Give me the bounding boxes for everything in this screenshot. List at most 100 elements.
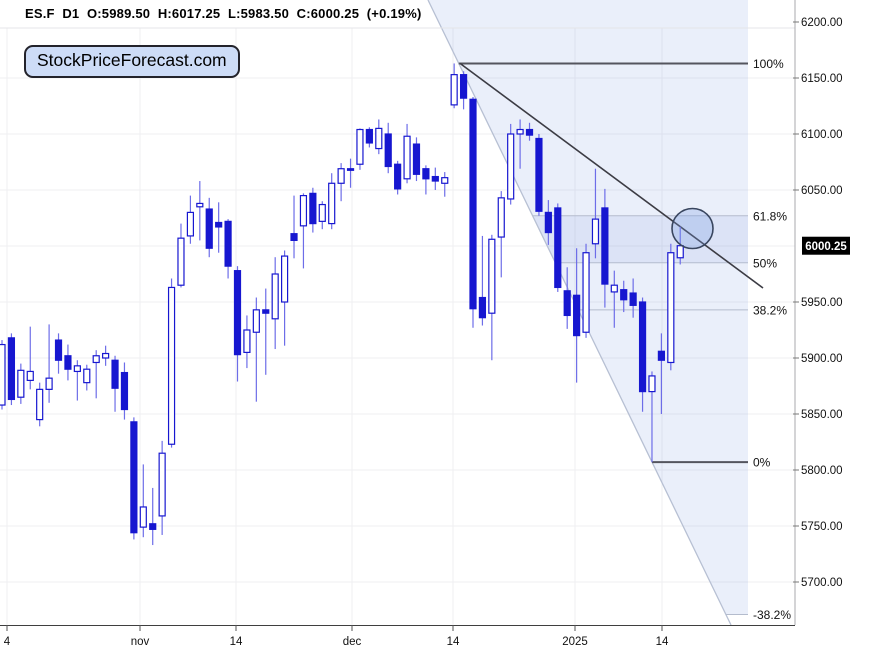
candlestick <box>554 203 562 292</box>
x-axis-label: 14 <box>230 636 243 648</box>
candlestick <box>431 167 439 190</box>
candlestick <box>535 134 543 216</box>
candlestick <box>271 257 279 350</box>
candle-body <box>196 202 204 208</box>
y-axis-label: 5700.00 <box>801 577 843 589</box>
candle-body <box>469 98 477 310</box>
fib-level-label: 61.8% <box>753 209 787 223</box>
candle-body <box>422 168 430 180</box>
candle-body <box>102 352 110 359</box>
candle-body <box>554 207 562 289</box>
candle-body <box>271 273 279 320</box>
x-axis-label: 14 <box>447 636 460 648</box>
candle-body <box>130 421 138 534</box>
candle-body <box>149 523 157 530</box>
candle-body <box>497 197 505 238</box>
candle-body <box>328 182 336 225</box>
candlestick <box>346 158 355 188</box>
y-axis-label: 5950.00 <box>801 297 843 309</box>
candlestick <box>412 137 421 182</box>
candlestick <box>281 250 289 346</box>
candle-body <box>431 175 439 182</box>
candlestick <box>563 267 571 329</box>
candlestick <box>92 350 100 399</box>
candlestick <box>102 345 110 366</box>
candle-body <box>610 284 618 293</box>
candlestick <box>620 280 628 313</box>
x-axis-label: dec <box>343 636 362 648</box>
price-badge-value: 6000.25 <box>805 241 847 253</box>
candle-body <box>516 128 524 135</box>
candlestick <box>337 163 345 202</box>
watermark-badge: StockPriceForecast.com <box>24 45 240 78</box>
candlestick <box>544 200 552 245</box>
candlestick <box>441 172 449 197</box>
candlestick <box>167 278 176 448</box>
candle-body <box>601 207 609 285</box>
candle-body <box>281 255 289 303</box>
candle-body <box>158 452 166 517</box>
candle-body <box>215 221 223 228</box>
price-badge-bg <box>802 236 850 255</box>
x-axis[interactable]: 4 nov 14 dec 14 2025 14 <box>4 625 669 648</box>
candlestick <box>215 202 223 253</box>
candle-body <box>64 355 72 370</box>
candlestick <box>422 165 430 195</box>
fib-level-label: 0% <box>753 456 771 470</box>
candle-body <box>403 135 411 180</box>
candle-body <box>309 192 317 225</box>
candlestick <box>26 326 34 390</box>
candle-body <box>638 301 647 393</box>
candle-body <box>478 296 487 319</box>
candle-body <box>243 329 251 353</box>
candlestick <box>676 226 684 265</box>
candle-body <box>356 128 364 165</box>
candlestick <box>120 362 129 420</box>
candlestick <box>233 266 242 382</box>
candle-body <box>676 245 684 259</box>
candlestick <box>196 181 204 241</box>
candlestick <box>573 248 581 383</box>
candlestick <box>328 173 336 230</box>
candle-body <box>375 127 383 150</box>
candle-body <box>17 369 25 398</box>
candle-body <box>83 368 91 384</box>
candle-body <box>139 506 147 528</box>
candle-body <box>412 143 421 175</box>
candlestick <box>299 193 308 269</box>
fib-levels: 100% 61.8% 50% 38.2% 0% -38.2% <box>458 57 791 622</box>
candlestick <box>375 119 383 155</box>
candle-body <box>582 252 590 333</box>
candle-body <box>441 177 449 184</box>
y-axis-label: 5900.00 <box>801 353 843 365</box>
y-axis[interactable]: 6200.00 6150.00 6100.00 6050.00 5950.00 5900.… <box>793 17 843 589</box>
candlestick <box>394 160 402 195</box>
trendline <box>459 62 764 289</box>
price-badge: 6000.25 <box>802 236 850 255</box>
candle-body <box>535 137 543 212</box>
candlestick <box>657 333 666 414</box>
candle-body <box>0 343 6 406</box>
candlestick <box>582 243 590 338</box>
candlestick <box>507 123 515 205</box>
candlestick <box>243 315 251 369</box>
candle-body <box>459 74 468 99</box>
candlestick <box>450 63 458 109</box>
candlestick <box>356 128 364 170</box>
fib-level-label: 38.2% <box>753 303 787 317</box>
candlestick <box>111 355 119 412</box>
candlestick <box>224 219 232 279</box>
candlestick <box>667 243 675 371</box>
candle-body <box>252 309 260 333</box>
candlestick <box>478 235 487 326</box>
candle-body <box>54 339 63 361</box>
y-axis-label: 5850.00 <box>801 409 843 421</box>
candlestick <box>45 324 53 403</box>
candle-body <box>525 128 534 136</box>
candlestick <box>601 188 609 308</box>
candle-body <box>563 290 571 317</box>
candlestick <box>488 234 496 361</box>
candle-body <box>73 365 81 373</box>
candle-body <box>507 133 515 200</box>
